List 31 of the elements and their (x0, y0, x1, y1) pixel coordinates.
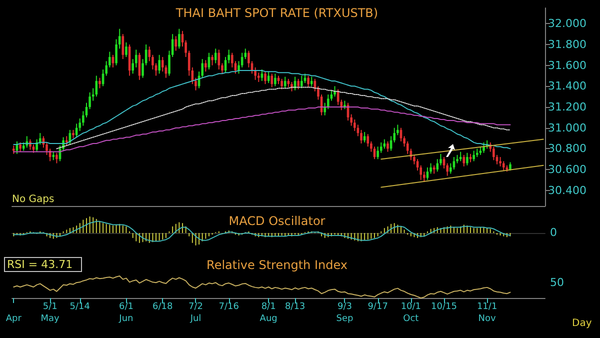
annotation: No Gaps (12, 194, 54, 205)
x-tick-label: 6/1 Jun (118, 302, 134, 324)
x-tick-label: 5/14 (70, 302, 90, 312)
y-tick-label: 30.600 (548, 163, 586, 176)
x-tick-label: 9/3 Sep (336, 302, 354, 324)
text: 0 (550, 226, 557, 239)
x-tick-label: 8/13 (284, 302, 306, 312)
x-axis-title: Day (572, 318, 592, 329)
y-tick-label: 31.800 (548, 38, 586, 51)
chart-title: Relative Strength Index (206, 258, 348, 272)
x-tick-label: 5/1 May (40, 302, 60, 324)
y-tick-label: 31.400 (548, 80, 586, 93)
x-tick-label: 7/2 Jul (188, 302, 203, 324)
x-tick-label: 9/17 (368, 302, 388, 312)
chart-title: MACD Oscillator (228, 214, 326, 228)
text: RSI = 43.71 (4, 257, 82, 272)
x-tick-label: 6/18 (152, 302, 174, 312)
y-tick-label: 30.400 (548, 184, 586, 197)
x-tick-label: Apr (6, 314, 22, 324)
y-tick-label: 30.800 (548, 142, 586, 156)
x-tick-label: 7/16 (218, 302, 240, 312)
x-tick-label: 10/1 Oct (400, 302, 422, 324)
text: 50 (550, 276, 564, 289)
x-tick-label: 11/1 Nov (476, 302, 498, 324)
x-tick-label: 10/15 (431, 302, 457, 312)
y-tick-label: 31.600 (548, 58, 586, 72)
chart-title: THAI BAHT SPOT RATE (RTXUSTB) (174, 6, 378, 20)
x-tick-label: 8/1 Aug (260, 302, 278, 324)
y-tick-label: 31.000 (548, 121, 586, 134)
y-tick-label: 32.000 (548, 17, 586, 30)
y-tick-label: 31.200 (548, 100, 586, 114)
